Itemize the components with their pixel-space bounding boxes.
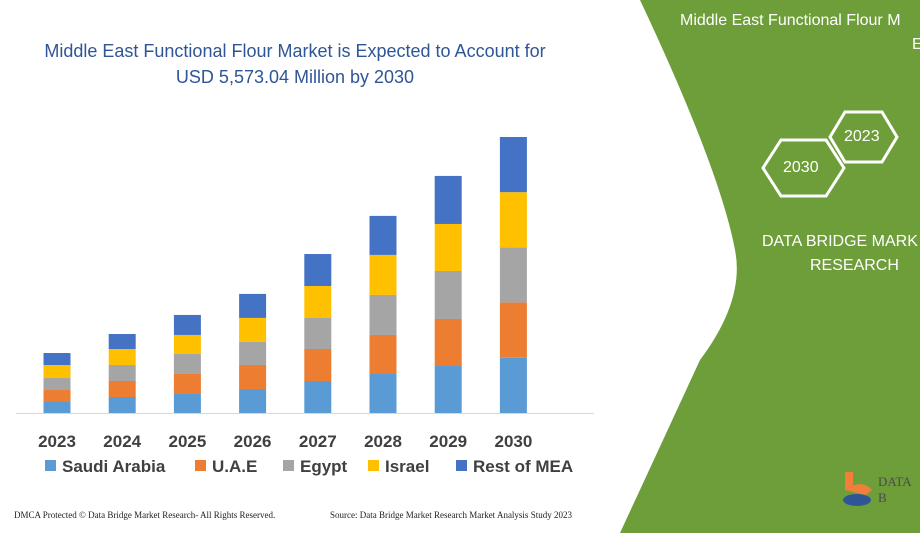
bar-segment-egypt-2024 xyxy=(108,365,136,382)
bar-segment-saudi-arabia-2030 xyxy=(499,357,527,413)
bar-segment-rest-of-mea-2023 xyxy=(43,353,71,366)
legend-label: Egypt xyxy=(300,457,348,476)
bar-segment-saudi-arabia-2023 xyxy=(43,402,71,413)
bar-segment-u-a-e-2023 xyxy=(43,390,71,403)
legend-swatch xyxy=(45,460,56,471)
legend-label: Saudi Arabia xyxy=(62,457,166,476)
legend-swatch xyxy=(368,460,379,471)
bar-segment-rest-of-mea-2027 xyxy=(304,254,332,287)
footer-copyright: DMCA Protected © Data Bridge Market Rese… xyxy=(14,510,276,520)
green-panel-shape xyxy=(620,0,920,533)
bar-segment-saudi-arabia-2028 xyxy=(369,373,397,413)
legend-swatch xyxy=(456,460,467,471)
x-tick-label: 2026 xyxy=(234,432,272,451)
hexagon-2023 xyxy=(828,110,899,164)
bar-segment-saudi-arabia-2029 xyxy=(434,366,462,413)
stacked-bar-chart: 2023 2024 2025 2026 2027 2028 2029 2030 Saudi Ar… xyxy=(16,137,594,476)
footer-source: Source: Data Bridge Market Research Mark… xyxy=(330,510,572,520)
x-tick-label: 2023 xyxy=(38,432,76,451)
chart-title: Middle East Functional Flour Market is E… xyxy=(10,38,580,90)
hex-label-2023: 2023 xyxy=(844,128,880,145)
x-tick-label: 2027 xyxy=(299,432,337,451)
hex-label-2030: 2030 xyxy=(783,159,819,176)
bar-segment-israel-2028 xyxy=(369,254,397,295)
brand-line2: RESEARCH xyxy=(810,257,899,274)
side-title-line1: Middle East Functional Flour M xyxy=(680,12,901,29)
bar-segment-u-a-e-2025 xyxy=(173,373,201,394)
legend-swatch xyxy=(283,460,294,471)
bar-segment-rest-of-mea-2029 xyxy=(434,175,462,224)
title-line2: USD 5,573.04 Million by 2030 xyxy=(175,67,415,87)
bar-segment-u-a-e-2030 xyxy=(499,302,527,358)
bar-segment-egypt-2029 xyxy=(434,270,462,320)
bar-segment-u-a-e-2026 xyxy=(239,364,267,389)
bar-segment-egypt-2027 xyxy=(304,318,332,350)
bar-segment-israel-2026 xyxy=(239,317,267,342)
bar-segment-rest-of-mea-2026 xyxy=(239,293,267,318)
x-tick-label: 2029 xyxy=(429,432,467,451)
legend-label: Israel xyxy=(385,457,429,476)
bar-segment-u-a-e-2029 xyxy=(434,319,462,367)
bar-segment-rest-of-mea-2028 xyxy=(369,215,397,255)
bar-segment-egypt-2025 xyxy=(173,353,201,374)
bar-segment-rest-of-mea-2025 xyxy=(173,314,201,335)
bar-segment-rest-of-mea-2030 xyxy=(499,137,527,193)
brand-line1: DATA BRIDGE MARK xyxy=(762,233,918,250)
bar-segment-rest-of-mea-2024 xyxy=(108,334,136,350)
x-tick-label: 2028 xyxy=(364,432,402,451)
bar-segment-israel-2027 xyxy=(304,286,332,319)
x-tick-label: 2030 xyxy=(494,432,532,451)
hexagon-2030 xyxy=(761,138,846,198)
logo-icon xyxy=(843,472,872,506)
legend-label: U.A.E xyxy=(212,457,257,476)
bar-segment-u-a-e-2028 xyxy=(369,334,397,374)
logo-text: DATA B xyxy=(878,474,911,505)
bar-segment-u-a-e-2027 xyxy=(304,349,332,382)
bar-segment-saudi-arabia-2027 xyxy=(304,381,332,413)
bar-segment-saudi-arabia-2025 xyxy=(173,393,201,413)
title-line1: Middle East Functional Flour Market is E… xyxy=(44,41,546,61)
side-title-line2: E xyxy=(912,36,920,53)
bar-segment-israel-2024 xyxy=(108,349,136,366)
bar-segment-israel-2030 xyxy=(499,192,527,248)
bar-segment-egypt-2023 xyxy=(43,378,71,391)
bar-segment-saudi-arabia-2024 xyxy=(108,397,136,413)
x-tick-label: 2025 xyxy=(168,432,206,451)
bar-segment-egypt-2028 xyxy=(369,294,397,335)
legend-swatch xyxy=(195,460,206,471)
bar-segment-saudi-arabia-2026 xyxy=(239,388,267,413)
bar-segment-egypt-2026 xyxy=(239,341,267,365)
bar-segment-egypt-2030 xyxy=(499,247,527,303)
bar-segment-israel-2029 xyxy=(434,223,462,271)
legend-label: Rest of MEA xyxy=(473,457,573,476)
x-tick-label: 2024 xyxy=(103,432,141,451)
bar-segment-israel-2025 xyxy=(173,334,201,354)
bar-segment-israel-2023 xyxy=(43,365,71,379)
bar-segment-u-a-e-2024 xyxy=(108,381,136,398)
